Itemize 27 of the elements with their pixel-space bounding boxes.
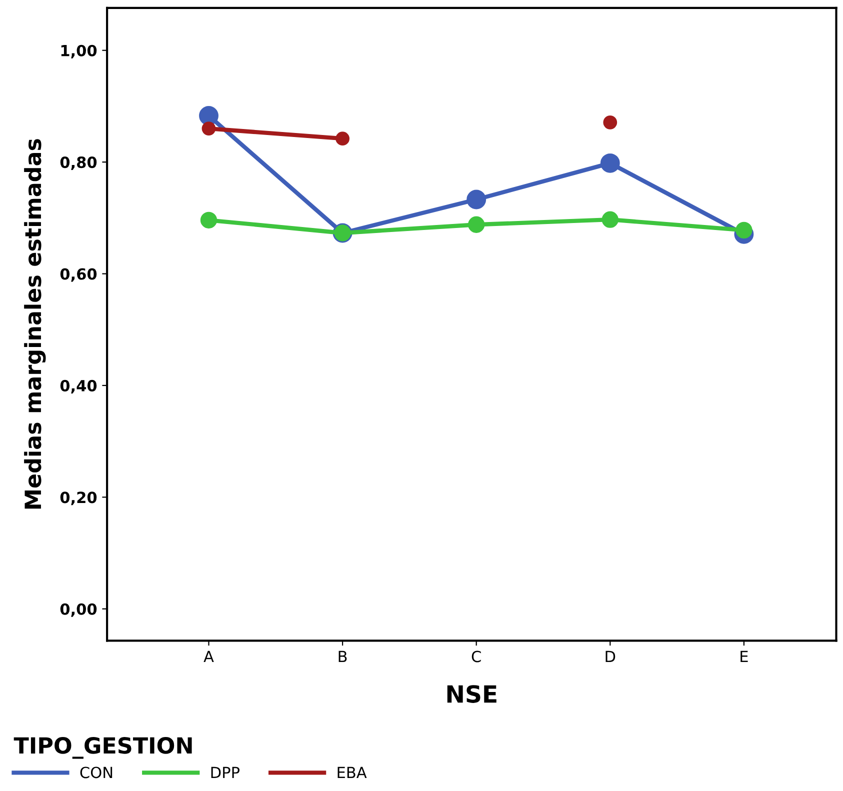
x-tick-label: D: [606, 650, 616, 662]
point: [468, 216, 485, 233]
legend-label: DPP: [211, 766, 240, 778]
y-tick-label: 0,80: [60, 156, 97, 170]
point: [336, 132, 350, 146]
x-axis-title: NSE: [447, 685, 496, 703]
point: [202, 122, 216, 136]
legend-label: EBA: [338, 766, 367, 778]
y-axis-title: Medias marginales estimadas: [24, 139, 46, 509]
point: [600, 153, 620, 173]
x-tick-label: E: [740, 650, 748, 662]
y-tick-label: 1,00: [61, 44, 97, 58]
y-tick-label: 0,60: [60, 268, 97, 282]
point: [602, 211, 618, 228]
point: [736, 222, 752, 239]
point: [200, 212, 218, 228]
y-tick-label: 0,40: [60, 380, 97, 394]
legend-label: CON: [80, 766, 112, 778]
y-tick-label: 0,00: [60, 603, 97, 617]
legend-title: TIPO_GESTION: [14, 737, 192, 759]
x-tick-label: C: [472, 650, 481, 662]
x-tick-label: A: [204, 650, 214, 662]
point: [199, 106, 218, 126]
point: [603, 115, 618, 130]
x-tick-label: B: [338, 650, 347, 662]
y-tick-label: 0,20: [60, 492, 97, 506]
point: [466, 190, 486, 210]
